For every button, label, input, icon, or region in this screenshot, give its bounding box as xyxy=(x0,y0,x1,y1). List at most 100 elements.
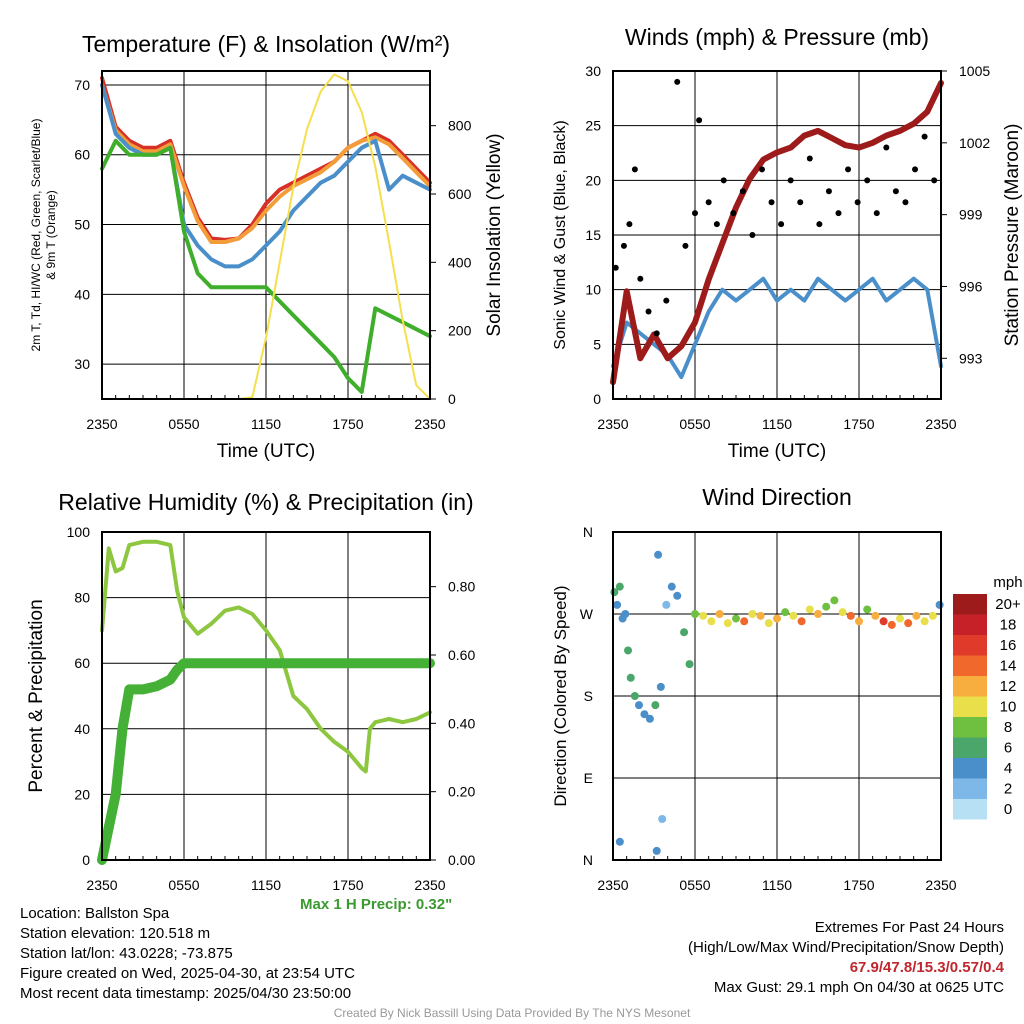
y-axis-label-2: & 9m T (Orange) xyxy=(44,190,58,280)
y-tick-label: 0 xyxy=(82,852,90,868)
y2-tick-label: 400 xyxy=(448,254,472,270)
direction-point xyxy=(863,605,872,614)
y2-tick-label: 996 xyxy=(959,278,983,294)
legend-swatch xyxy=(953,614,987,635)
plot-frame xyxy=(612,531,942,861)
legend-swatch xyxy=(953,717,987,738)
direction-point xyxy=(707,617,716,626)
y-tick-label: 30 xyxy=(585,63,601,79)
chart-title: Wind Direction xyxy=(702,484,852,510)
y2-tick-label: 0.80 xyxy=(448,579,475,595)
gust-point xyxy=(626,221,633,228)
direction-point xyxy=(634,701,643,710)
direction-point xyxy=(871,611,880,620)
legend-label: 12 xyxy=(1000,678,1017,695)
max-precip-label: Max 1 H Precip: 0.32" xyxy=(300,896,453,913)
y-tick-label: E xyxy=(584,770,593,786)
gust-point xyxy=(883,144,890,151)
gust-point xyxy=(845,166,852,173)
x-tick-label: 1150 xyxy=(762,416,792,432)
chart-title: Winds (mph) & Pressure (mb) xyxy=(625,24,929,50)
direction-point xyxy=(935,600,944,609)
legend-label: 2 xyxy=(1004,781,1012,798)
y2-tick-label: 1002 xyxy=(959,135,990,151)
y-axis-label: Percent & Precipitation xyxy=(26,599,47,792)
direction-point xyxy=(764,619,773,628)
gust-point xyxy=(612,264,619,271)
y2-tick-label: 0.00 xyxy=(448,852,475,868)
direction-point xyxy=(797,617,806,626)
direction-point xyxy=(740,617,749,626)
recent-text: Most recent data timestamp: 2025/04/30 2… xyxy=(20,985,352,1002)
location-text: Location: Ballston Spa xyxy=(20,905,170,922)
y2-tick-label: 1005 xyxy=(959,63,990,79)
direction-point xyxy=(615,837,624,846)
direction-point xyxy=(680,628,689,637)
y-tick-label: 100 xyxy=(67,524,91,540)
gust-point xyxy=(705,199,712,206)
x-tick-label: 1150 xyxy=(762,877,792,893)
y-tick-label: 25 xyxy=(585,118,601,134)
direction-point xyxy=(822,602,831,611)
direction-point xyxy=(814,610,822,618)
direction-point xyxy=(626,673,635,682)
x-tick-label: 1150 xyxy=(251,416,281,432)
x-tick-label: 2350 xyxy=(597,416,628,432)
extremes-subtitle: (High/Low/Max Wind/Precipitation/Snow De… xyxy=(688,939,1004,956)
gust-point xyxy=(825,188,832,195)
x-tick-label: 1750 xyxy=(332,416,363,432)
extremes-values: 67.9/47.8/15.3/0.57/0.4 xyxy=(849,959,1004,976)
direction-point xyxy=(651,701,660,710)
series-line xyxy=(100,539,432,774)
y-tick-label: 50 xyxy=(74,217,90,233)
gust-point xyxy=(854,199,861,206)
x-tick-label: 1750 xyxy=(843,416,874,432)
direction-point xyxy=(789,611,798,620)
legend-title: mph xyxy=(993,574,1022,591)
gust-point xyxy=(787,177,794,184)
y-tick-label: W xyxy=(580,606,594,622)
latlon-text: Station lat/lon: 43.0228; -73.875 xyxy=(20,945,233,962)
gust-point xyxy=(816,221,823,228)
direction-point xyxy=(621,610,630,618)
legend-swatch xyxy=(953,635,987,656)
chart-title: Relative Humidity (%) & Precipitation (i… xyxy=(58,489,473,515)
y-tick-label: 60 xyxy=(74,655,90,671)
x-tick-label: 1750 xyxy=(332,877,363,893)
direction-point xyxy=(805,605,814,614)
gust-point xyxy=(806,155,813,162)
x-tick-label: 2350 xyxy=(414,877,445,893)
direction-point xyxy=(615,582,624,591)
max-gust-text: Max Gust: 29.1 mph On 04/30 at 0625 UTC xyxy=(713,979,1004,996)
direction-point xyxy=(781,608,790,617)
extremes-title: Extremes For Past 24 Hours xyxy=(814,919,1004,936)
direction-point xyxy=(920,617,929,626)
station-info: Location: Ballston Spa Station elevation… xyxy=(20,904,355,1004)
chart-title: Temperature (F) & Insolation (W/m²) xyxy=(82,31,450,57)
direction-point xyxy=(640,710,649,719)
y-tick-label: 40 xyxy=(74,721,90,737)
y2-tick-label: 993 xyxy=(959,350,983,366)
x-tick-label: 0550 xyxy=(679,877,710,893)
gust-point xyxy=(873,210,880,217)
x-axis-label: Time (UTC) xyxy=(217,441,316,462)
direction-point xyxy=(624,646,633,655)
direction-point xyxy=(691,610,699,618)
gust-point xyxy=(921,133,928,140)
gust-point xyxy=(637,275,644,282)
gust-point xyxy=(892,188,899,195)
elevation-text: Station elevation: 120.518 m xyxy=(20,925,211,942)
y-tick-label: 20 xyxy=(74,786,90,802)
gust-point xyxy=(720,177,727,184)
gust-point xyxy=(835,210,842,217)
y-axis-label: 2m T, Td, HI/WC (Red, Green, Scarlet/Blu… xyxy=(29,119,43,352)
x-tick-label: 1150 xyxy=(251,877,281,893)
gust-point xyxy=(931,177,938,184)
y-tick-label: 60 xyxy=(74,147,90,163)
legend-swatch xyxy=(953,758,987,779)
direction-point xyxy=(912,611,921,620)
x-tick-label: 0550 xyxy=(168,416,199,432)
direction-point xyxy=(855,617,863,626)
x-tick-label: 2350 xyxy=(414,416,445,432)
y-tick-label: 0 xyxy=(593,391,601,407)
